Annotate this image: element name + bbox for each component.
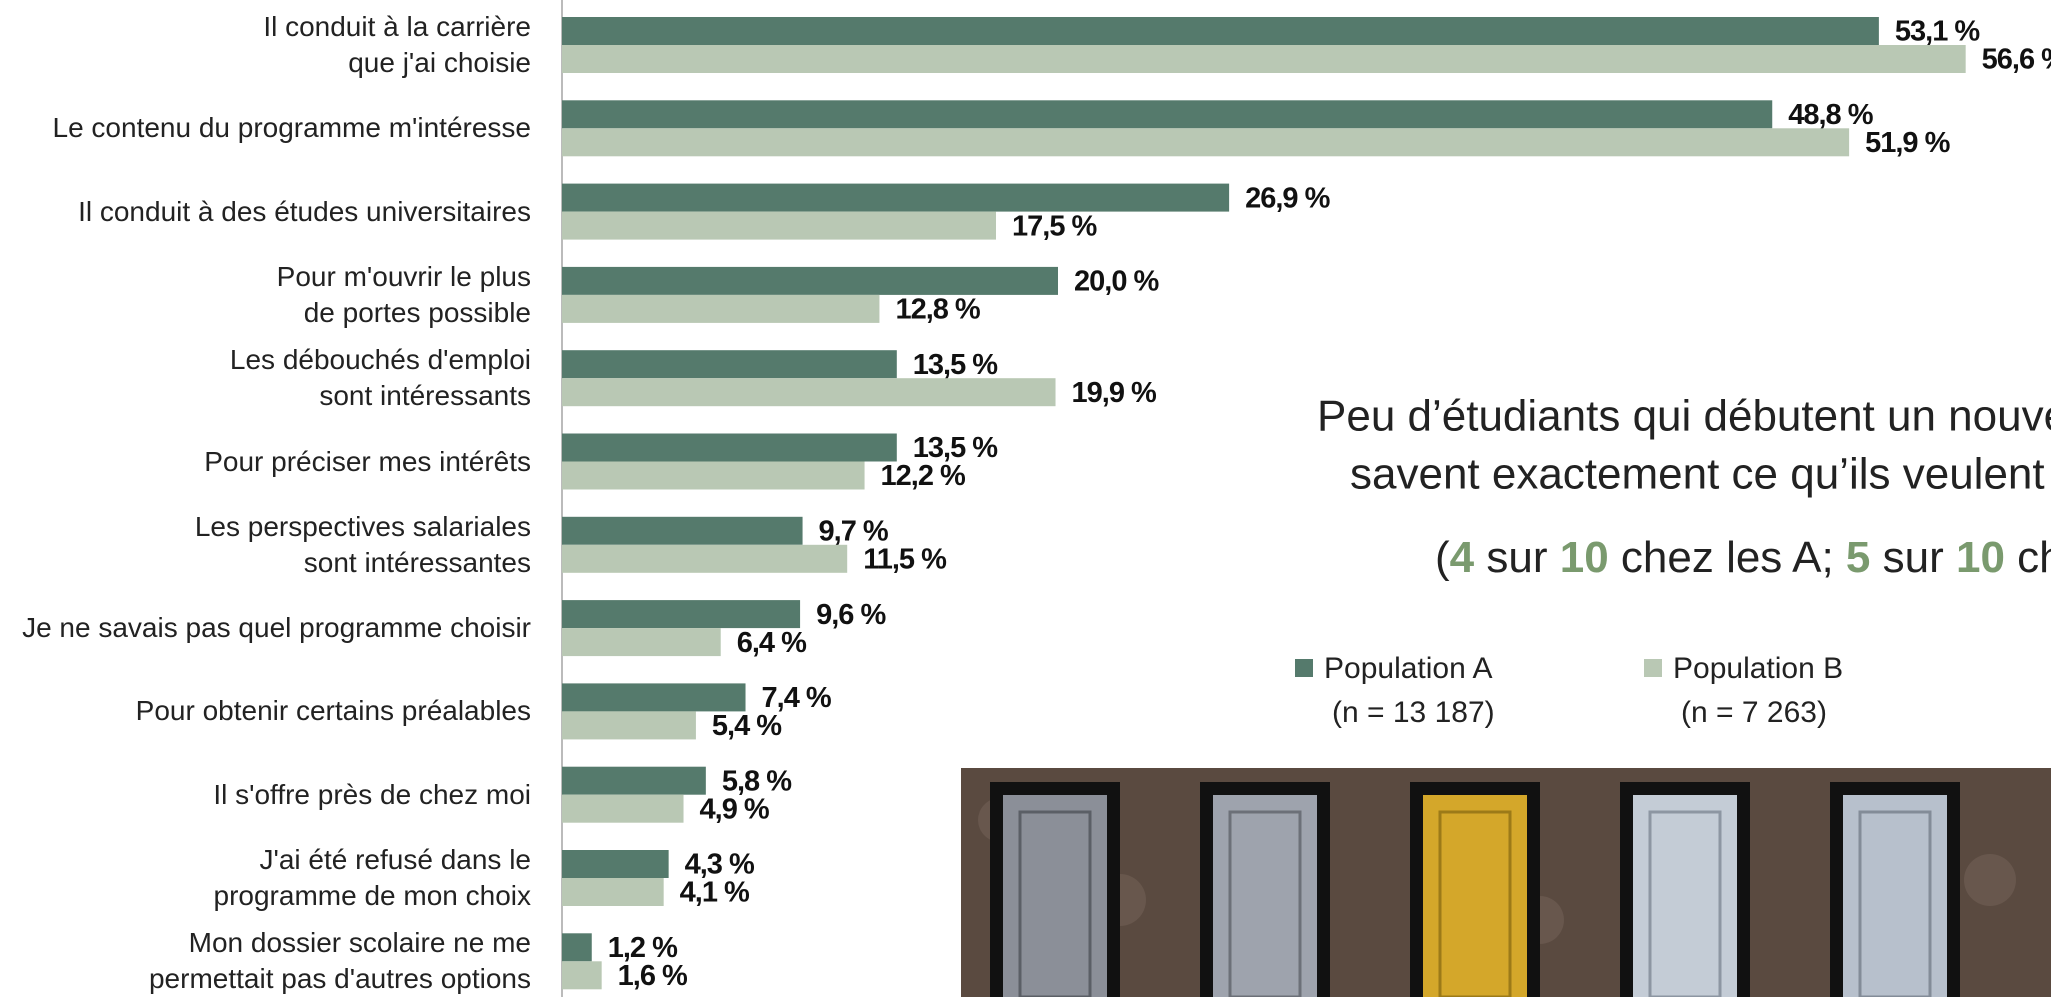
annotation-highlight: (4 sur 10 chez les A; 5 sur 10 ch bbox=[1435, 533, 2051, 582]
value-label: 4,3 % bbox=[685, 849, 755, 881]
bar bbox=[562, 878, 664, 906]
bar bbox=[562, 378, 1056, 407]
value-label: 7,4 % bbox=[762, 682, 832, 714]
category-label: Je ne savais pas quel programme choisir bbox=[22, 612, 531, 644]
door-photo bbox=[961, 768, 2051, 997]
bar bbox=[562, 766, 706, 795]
annotation-line: Peu d’étudiants qui débutent un nouve bbox=[1317, 392, 2051, 441]
annotation-part: ch bbox=[2005, 533, 2051, 582]
legend-label: Population B bbox=[1673, 652, 1843, 685]
bar bbox=[562, 794, 684, 823]
annotation-part: 10 bbox=[1560, 533, 1609, 582]
bar bbox=[562, 461, 865, 490]
category-label: Pour m'ouvrir le plus de portes possible bbox=[276, 260, 531, 328]
bar bbox=[562, 544, 848, 573]
category-label: Il conduit à la carrière que j'ai choisi… bbox=[263, 11, 531, 78]
value-label: 17,5 % bbox=[1012, 210, 1097, 242]
annotation-part: sur bbox=[1474, 533, 1560, 582]
legend-swatch bbox=[1644, 659, 1662, 677]
bar bbox=[562, 100, 1773, 129]
category-label: Il conduit à des études universitaires bbox=[78, 195, 531, 227]
value-label: 4,9 % bbox=[700, 793, 770, 825]
bar bbox=[562, 294, 880, 323]
value-label: 26,9 % bbox=[1245, 182, 1330, 214]
value-label: 11,5 % bbox=[863, 543, 947, 575]
value-label: 9,7 % bbox=[819, 515, 889, 547]
annotation-part: ( bbox=[1435, 533, 1450, 582]
value-label: 1,6 % bbox=[618, 960, 688, 992]
category-label: Le contenu du programme m'intéresse bbox=[52, 112, 532, 144]
legend-swatch bbox=[1295, 659, 1313, 677]
value-label: 13,5 % bbox=[913, 432, 998, 464]
annotation-part: sur bbox=[1870, 533, 1956, 582]
legend-label: Population A bbox=[1324, 652, 1492, 685]
bar bbox=[562, 266, 1058, 295]
value-label: 20,0 % bbox=[1074, 266, 1159, 298]
value-label: 5,8 % bbox=[722, 765, 792, 797]
value-label: 13,5 % bbox=[913, 349, 998, 381]
category-label: Mon dossier scolaire ne me permettait pa… bbox=[148, 927, 531, 995]
bar bbox=[562, 45, 1966, 73]
value-label: 5,4 % bbox=[712, 710, 782, 742]
value-label: 56,6 % bbox=[1982, 44, 2051, 76]
value-label: 53,1 % bbox=[1895, 16, 1980, 48]
value-label: 12,8 % bbox=[895, 294, 980, 326]
category-label: Pour préciser mes intérêts bbox=[204, 445, 531, 477]
annotation-part: 4 bbox=[1450, 533, 1475, 582]
legend-note: (n = 7 263) bbox=[1681, 696, 1827, 729]
annotation-part: 10 bbox=[1956, 533, 2005, 582]
annotation-part: chez les A; bbox=[1609, 533, 1846, 582]
annotation-line: savent exactement ce qu’ils veulent bbox=[1350, 450, 2045, 499]
bar bbox=[562, 683, 746, 712]
category-label: Il s'offre près de chez moi bbox=[213, 778, 531, 810]
bar bbox=[562, 516, 803, 545]
value-label: 51,9 % bbox=[1865, 127, 1950, 159]
value-label: 4,1 % bbox=[680, 877, 750, 909]
bar bbox=[562, 961, 602, 990]
value-label: 19,9 % bbox=[1072, 377, 1157, 409]
bar bbox=[562, 183, 1230, 212]
legend-note: (n = 13 187) bbox=[1332, 696, 1495, 729]
category-label: Pour obtenir certains préalables bbox=[135, 695, 531, 727]
bar bbox=[562, 933, 592, 962]
bar bbox=[562, 850, 669, 878]
annotation-part: 5 bbox=[1846, 533, 1870, 582]
value-label: 48,8 % bbox=[1788, 99, 1873, 131]
bar bbox=[562, 128, 1850, 157]
bar bbox=[562, 711, 696, 740]
value-label: 6,4 % bbox=[737, 627, 807, 659]
bar bbox=[562, 600, 801, 629]
category-label: Les débouchés d'emploi sont intéressants bbox=[229, 344, 531, 412]
bar bbox=[562, 350, 897, 379]
bar bbox=[562, 17, 1879, 45]
value-label: 1,2 % bbox=[608, 932, 678, 964]
bar bbox=[562, 211, 996, 240]
value-label: 12,2 % bbox=[881, 460, 966, 492]
category-label: Les perspectives salariales sont intéres… bbox=[194, 510, 531, 578]
bar bbox=[562, 628, 721, 657]
value-label: 9,6 % bbox=[816, 599, 886, 631]
bar bbox=[562, 433, 897, 462]
category-label: J'ai été refusé dans le programme de mon… bbox=[213, 844, 531, 911]
